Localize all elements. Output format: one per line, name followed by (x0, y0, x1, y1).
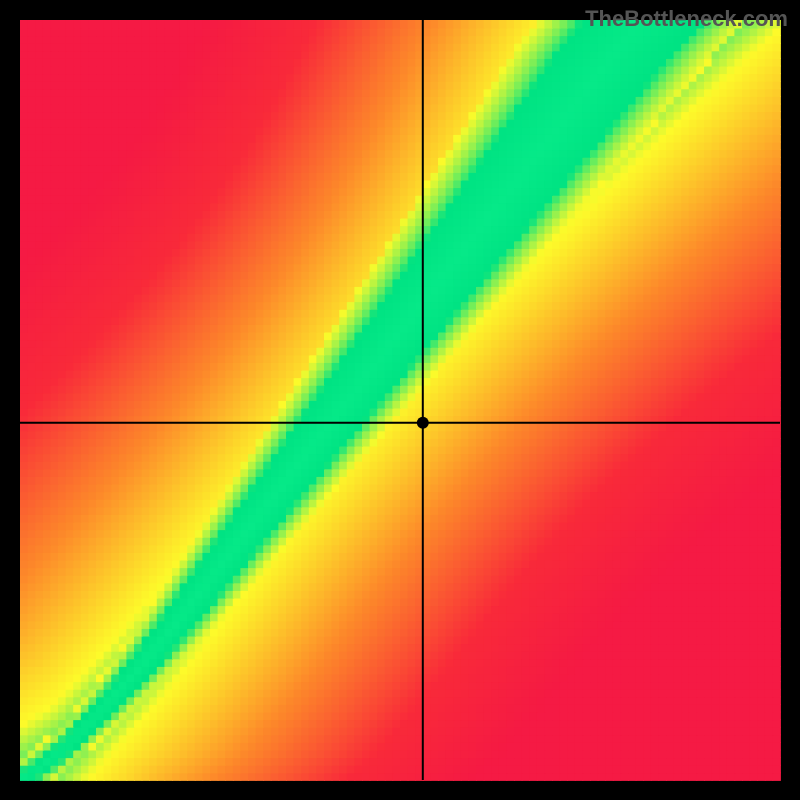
bottleneck-heatmap (0, 0, 800, 800)
watermark-text: TheBottleneck.com (585, 6, 788, 32)
